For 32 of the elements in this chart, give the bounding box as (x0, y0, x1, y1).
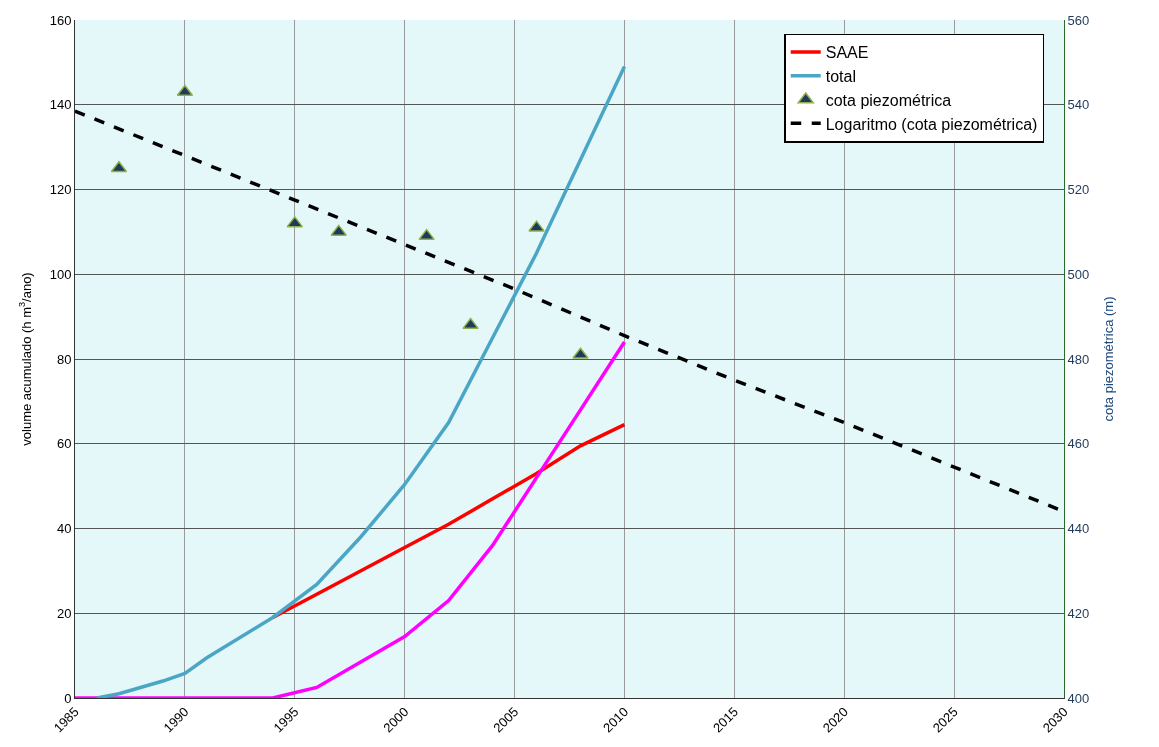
y2-tick-label: 560 (1067, 12, 1090, 28)
y-tick-label: 120 (49, 182, 72, 198)
y2-tick-label: 440 (1067, 521, 1090, 537)
y2-axis-title: cota piezométrica (m) (1100, 296, 1116, 422)
y-tick-label: 20 (56, 605, 72, 621)
y2-tick-label: 400 (1067, 690, 1090, 706)
y-tick-label: 0 (64, 690, 72, 706)
line-series (75, 340, 627, 698)
line-series (95, 64, 627, 698)
point (418, 228, 435, 241)
y-tick-label: 80 (56, 351, 72, 367)
line-series (271, 422, 627, 620)
point (176, 84, 194, 97)
legend-label: SAAE (825, 44, 869, 62)
point (572, 347, 589, 359)
y2-tick-label: 500 (1067, 266, 1090, 282)
point (462, 317, 479, 330)
y-tick-label: 40 (56, 521, 72, 537)
y2-tick-label: 540 (1067, 97, 1090, 113)
y-tick-label: 60 (56, 436, 72, 452)
y2-tick-label: 480 (1067, 351, 1090, 367)
legend-label: cota piezométrica (825, 91, 952, 109)
y2-tick-label: 520 (1067, 182, 1090, 198)
legend-label: Logaritmo (cota piezométrica) (825, 115, 1038, 133)
point (528, 220, 545, 232)
legend-label: total (825, 68, 856, 85)
point (330, 224, 347, 236)
y2-tick-label: 420 (1067, 605, 1090, 621)
y2-tick-label: 460 (1067, 436, 1090, 452)
y-tick-label: 140 (49, 97, 72, 113)
y-tick-label: 100 (49, 266, 72, 282)
y-tick-label: 160 (49, 12, 72, 28)
